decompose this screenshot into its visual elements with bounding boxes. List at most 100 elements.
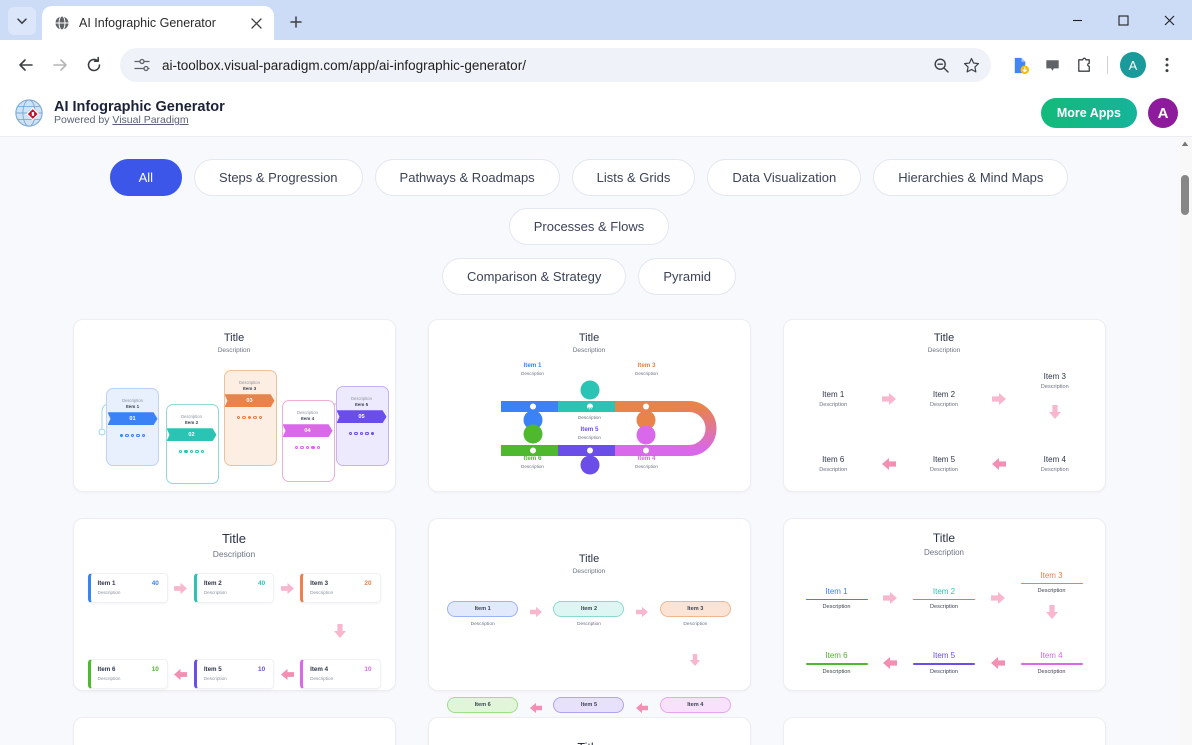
arrow-left-icon [883,657,898,670]
step-desc: Description [181,414,202,419]
arrow-left-icon [881,458,896,470]
filter-chip-comparison-strategy[interactable]: Comparison & Strategy [441,258,627,295]
template-card-steps-alternating-banners[interactable]: Title Description [72,319,396,492]
card-description: Description [217,347,251,354]
plus-icon [290,16,302,28]
more-apps-button[interactable]: More Apps [1040,98,1137,128]
grid-item-6[interactable]: Item 6 Description [806,455,861,473]
grid-item-1[interactable]: Item 1 Description [806,390,861,408]
item-underline [805,663,868,665]
app-brand[interactable]: AI Infographic Generator Powered by Visu… [14,98,225,128]
filter-chip-pathways-roadmaps[interactable]: Pathways & Roadmaps [374,159,560,196]
underline-item-4[interactable]: Item 4 Description [1020,651,1083,675]
window-maximize-button[interactable] [1100,0,1146,40]
step-4[interactable]: Description Item 4 04 [282,410,333,450]
node-title: Item 2 [580,406,599,413]
filter-chip-data-visualization[interactable]: Data Visualization [707,159,862,196]
clipboard-extension-button[interactable] [1037,50,1067,80]
new-tab-button[interactable] [282,8,310,36]
underline-item-3[interactable]: Item 3 Description [1020,571,1083,625]
template-card-partial-vertical-bar[interactable]: Title Description Item 1 Description 01 [782,717,1106,745]
arrow-left-icon [280,668,294,680]
arrow-left-icon [992,458,1007,470]
serpentine-track [500,380,716,475]
zoom-button[interactable] [927,51,955,79]
step-3[interactable]: Description Item 3 03 [224,380,275,420]
underline-item-2[interactable]: Item 2 Description [913,587,975,610]
window-controls [1054,0,1192,40]
template-card-metric-cards-snake[interactable]: Title Description Item 1 40 Description [72,518,396,691]
template-card-underlined-titles-snake[interactable]: Title Description Item 1 Description Ite… [782,518,1106,691]
template-card-pill-badges-snake[interactable]: Title Description Item 1 Description Ite… [427,518,751,723]
address-bar[interactable]: ai-toolbox.visual-paradigm.com/app/ai-in… [120,48,991,82]
arrow-right-2 [972,392,1027,406]
user-avatar[interactable]: A [1148,98,1178,128]
snake-node-4[interactable]: Item 4 Description [617,455,677,469]
forward-button[interactable] [44,49,76,81]
metric-desc: Description [310,676,334,681]
snake-node-6[interactable]: Item 6 Description [503,455,563,469]
back-button[interactable] [10,49,42,81]
tab-search-button[interactable] [8,7,36,35]
browser-menu-button[interactable] [1152,50,1182,80]
item-desc: Description [1040,467,1069,473]
pill-badge: Item 5 [553,697,625,713]
grid-item-5[interactable]: Item 5 Description [916,455,971,473]
metric-card-1[interactable]: Item 1 40 Description [87,573,168,603]
step-5[interactable]: Description Item 5 05 [336,396,387,436]
underline-item-5[interactable]: Item 5 Description [913,651,975,675]
tab-close-button[interactable] [246,13,266,33]
snake-node-5[interactable]: Item 5 Description [560,426,620,440]
pill-item-3[interactable]: Item 3 Description [655,597,735,627]
snake-node-2[interactable]: Item 2 Description [560,406,620,420]
template-card-partial-large-title[interactable]: Title Description Description Descriptio… [72,717,396,745]
metric-card-2[interactable]: Item 2 40 Description [193,573,275,603]
snake-node-3[interactable]: Item 3 Description [617,362,677,376]
app-subtitle: Powered by Visual Paradigm [54,114,225,127]
extensions-button[interactable] [1069,50,1099,80]
template-card-partial-teal-blob[interactable]: Title Description Description Item 1 Des… [427,717,751,745]
metric-card-6[interactable]: Item 6 10 Description [87,659,168,689]
visual-paradigm-link[interactable]: Visual Paradigm [112,114,189,127]
browser-tab[interactable]: AI Infographic Generator [42,6,274,40]
filter-chip-steps-progression[interactable]: Steps & Progression [194,159,363,196]
page-scrollbar[interactable] [1178,137,1192,745]
scrollbar-thumb[interactable] [1181,175,1189,215]
serpentine-diagram: Item 1 Description Item 2 Description It… [443,356,736,476]
arrow-right-icon [529,606,542,618]
metric-value: 10 [364,666,372,673]
step-1[interactable]: Description Item 1 01 [107,398,158,438]
filter-chip-all[interactable]: All [109,159,183,196]
grid-item-2[interactable]: Item 2 Description [916,390,971,408]
pill-item-2[interactable]: Item 2 Description [549,597,629,627]
browser-toolbar: ai-toolbox.visual-paradigm.com/app/ai-in… [0,40,1192,90]
forward-arrow-icon [53,59,67,71]
filter-chip-processes-flows[interactable]: Processes & Flows [508,208,670,245]
bookmark-button[interactable] [957,51,985,79]
snake-node-1[interactable]: Item 1 Description [503,362,563,376]
template-card-snake-flow-plain[interactable]: Title Description Item 1 Description [782,319,1106,492]
doc-download-extension-button[interactable] [1005,50,1035,80]
metric-card-3[interactable]: Item 3 20 Description [300,573,381,603]
metric-card-4[interactable]: Item 4 10 Description [300,659,381,689]
scrollbar-up-button[interactable] [1178,137,1192,151]
pill-item-1[interactable]: Item 1 Description [443,597,523,627]
filter-chip-hierarchies-mind-maps[interactable]: Hierarchies & Mind Maps [873,159,1069,196]
filter-chip-lists-grids[interactable]: Lists & Grids [571,159,696,196]
window-minimize-button[interactable] [1054,0,1100,40]
grid-item-4[interactable]: Item 4 Description [1027,455,1082,473]
underline-item-6[interactable]: Item 6 Description [805,651,868,675]
tune-settings-icon[interactable] [132,55,152,75]
arrow-right-1 [861,392,916,406]
steps-diagram: Description Item 1 01 Description Item 2… [88,358,389,484]
step-2[interactable]: Description Item 2 02 [166,414,217,454]
template-card-serpentine-roadmap[interactable]: Title Description [427,319,751,492]
underline-item-1[interactable]: Item 1 Description [805,587,868,610]
browser-profile-button[interactable]: A [1120,52,1146,78]
metric-desc: Description [310,590,334,595]
grid-item-3[interactable]: Item 3 Description [1027,372,1082,425]
reload-button[interactable] [78,49,110,81]
filter-chip-pyramid[interactable]: Pyramid [638,258,737,295]
window-close-button[interactable] [1146,0,1192,40]
metric-card-5[interactable]: Item 5 10 Description [193,659,275,689]
